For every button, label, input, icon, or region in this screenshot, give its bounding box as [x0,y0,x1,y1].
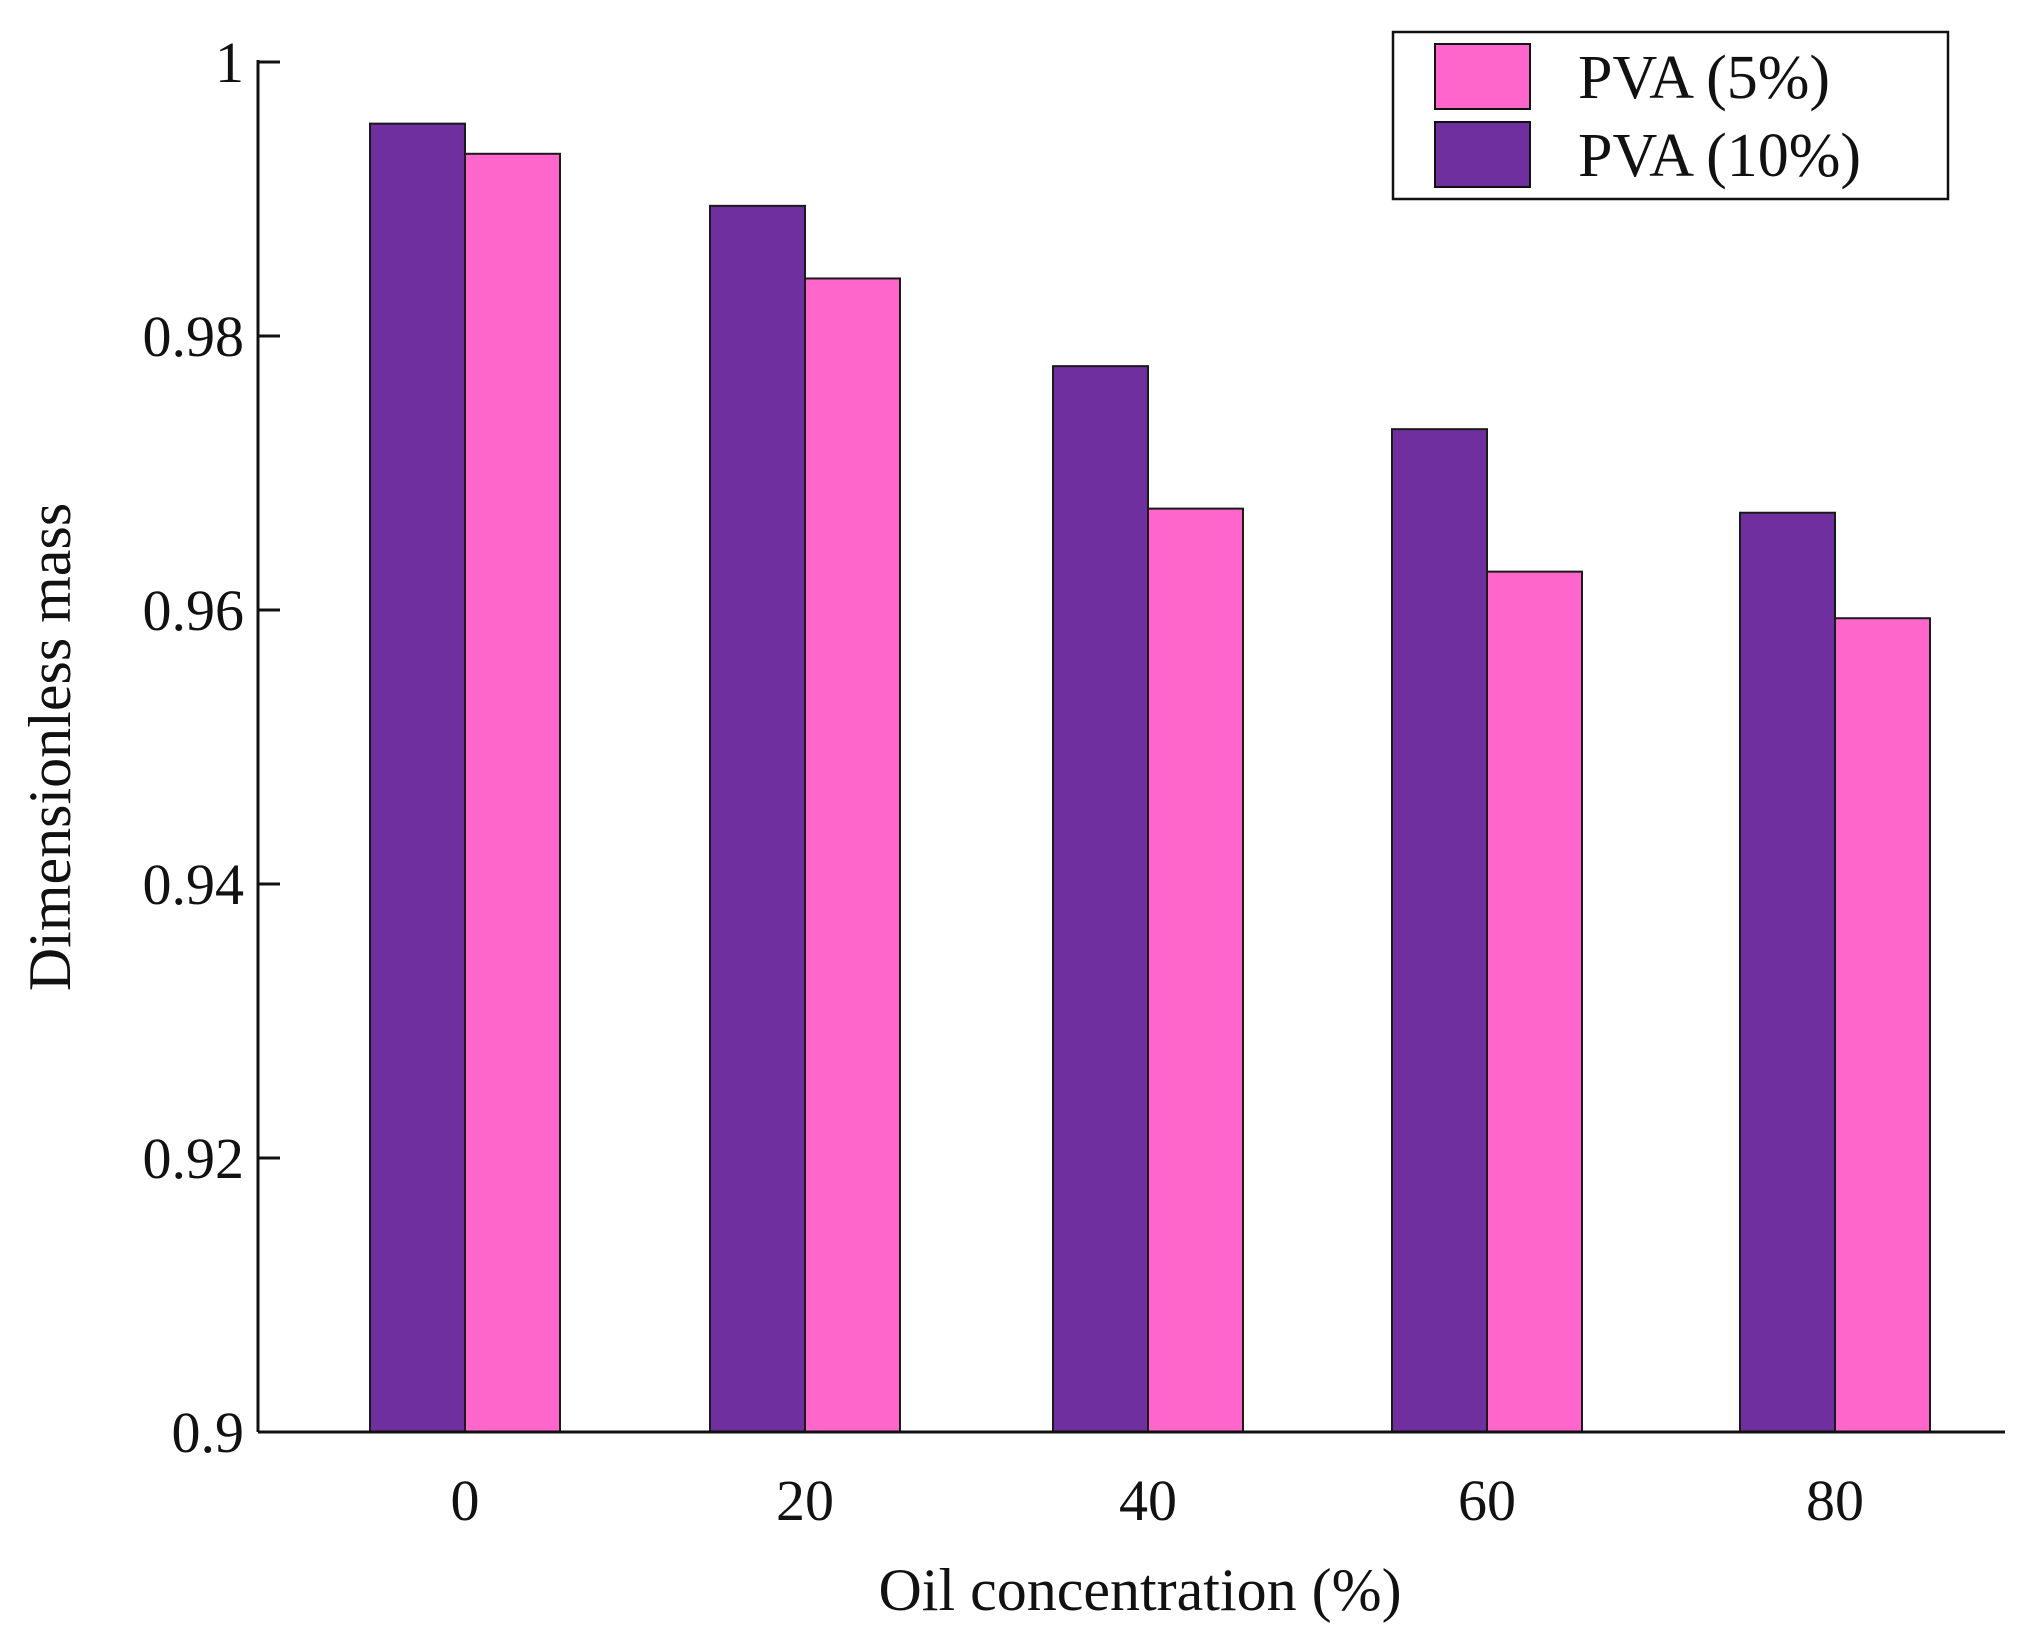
bar-pva-5-20 [804,277,901,1434]
legend-label-pva-10: PVA (10%) [1578,122,1861,190]
axes-layer [256,60,2005,1434]
legend-swatch-pva-5 [1434,43,1531,110]
x-tick-label: 40 [1119,1468,1177,1533]
bar-pva-5-40 [1147,507,1244,1433]
bar-pva-10-40 [1052,365,1149,1433]
x-tick-label: 80 [1806,1468,1864,1533]
y-tick-label: 0.96 [143,578,245,643]
y-tick-label: 1 [215,30,244,95]
x-tick-label: 0 [451,1468,480,1533]
bar-pva-10-60 [1391,428,1488,1434]
x-tick-label: 20 [776,1468,834,1533]
y-tick-label: 0.9 [172,1400,245,1465]
y-tick-label: 0.98 [143,304,245,369]
bar-pva-5-0 [464,152,561,1433]
bar-pva-5-60 [1486,570,1583,1433]
y-axis-title: Dimensionless mass [17,503,83,991]
x-axis-title: Oil concentration (%) [878,1557,1401,1623]
y-tick-label: 0.94 [143,852,245,917]
bar-pva-5-80 [1834,617,1931,1433]
y-ticks: 0.9 0.92 0.94 0.96 0.98 1 [143,30,280,1465]
bars-layer [369,122,1931,1434]
bar-pva-10-0 [369,122,466,1433]
x-tick-label: 60 [1458,1468,1516,1533]
x-ticks: 0 20 40 60 80 [451,1468,1865,1533]
legend-label-pva-5: PVA (5%) [1578,44,1830,112]
bar-pva-10-80 [1739,511,1836,1433]
legend-swatch-pva-10 [1434,121,1531,188]
y-tick-label: 0.92 [143,1126,245,1191]
legend: PVA (5%) PVA (10%) [1391,30,1950,201]
bar-pva-10-20 [709,204,806,1434]
